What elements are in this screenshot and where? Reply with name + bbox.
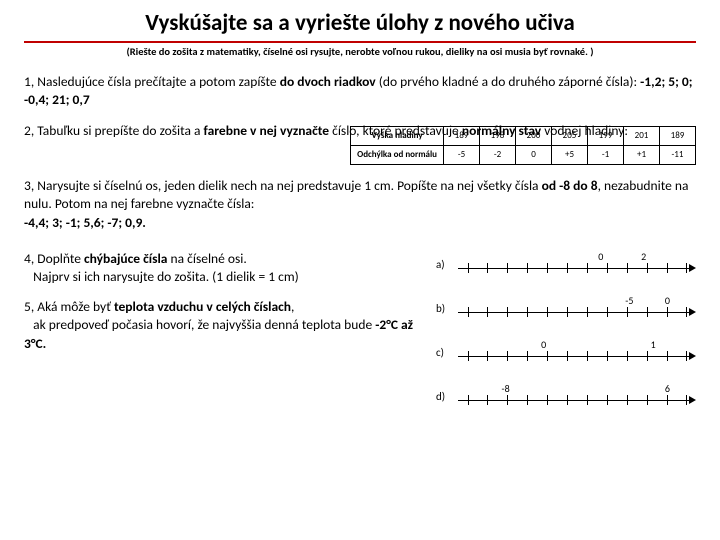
cell: 0 — [516, 146, 552, 165]
t3-a: 3, Narysujte si číselnú os, jeden dielik… — [24, 177, 542, 194]
t1-a: 1, Nasledujúce čísla prečítajte a potom … — [24, 73, 280, 90]
axis-d: d) -86 — [436, 376, 696, 420]
cell: -1 — [588, 146, 624, 165]
t5-c: , — [291, 298, 294, 315]
cell: 189 — [660, 126, 696, 145]
t4-b: chýbajúce čísla — [84, 250, 167, 267]
t2-a: 2, Tabuľku si prepíšte do zošita a — [24, 122, 204, 139]
t5-a: 5, Aká môže byť — [24, 298, 114, 315]
axis-c: c) 01 — [436, 332, 696, 376]
t2-b: farebne v nej vyznačte — [204, 122, 330, 139]
page-title: Vyskúšajte sa a vyriešte úlohy z nového … — [24, 8, 696, 43]
axis-label: d) — [436, 390, 452, 405]
axis-label: c) — [436, 346, 452, 361]
t3-b: od -8 do 8 — [542, 177, 598, 194]
cell: 201 — [624, 126, 660, 145]
t4-d: Najprv si ich narysujte do zošita. (1 di… — [33, 268, 299, 285]
cell: +5 — [552, 146, 588, 165]
cell: +1 — [624, 146, 660, 165]
t5-b: teplota vzduchu v celých číslach — [114, 298, 291, 315]
row2-header: Odchýlka od normálu — [351, 146, 444, 165]
axis-a: a) 02 — [436, 244, 696, 288]
task-2: 2, Tabuľku si prepíšte do zošita a fareb… — [24, 122, 696, 166]
t5-d: ak predpoveď počasia hovorí, že najvyšši… — [33, 316, 375, 333]
t2-d: normálny stav — [462, 122, 541, 139]
task-5: 5, Aká môže byť teplota vzduchu v celých… — [24, 298, 424, 353]
axis-label: b) — [436, 302, 452, 317]
t4-c: na číselné osi. — [167, 250, 246, 267]
task-3: 3, Narysujte si číselnú os, jeden dielik… — [24, 177, 696, 232]
t2-e: vodnej hladiny: — [541, 122, 628, 139]
t3-d: -4,4; 3; -1; 5,6; -7; 0,9. — [24, 214, 146, 231]
cell: -5 — [444, 146, 480, 165]
axis-b: b) -50 — [436, 288, 696, 332]
task-4: 4, Doplňte chýbajúce čísla na číselné os… — [24, 250, 424, 286]
t2-c: číslo, ktoré predstavuje — [329, 122, 462, 139]
cell: -2 — [480, 146, 516, 165]
page-subtitle: (Riešte do zošita z matematiky, číselné … — [24, 45, 696, 59]
t1-c: (do prvého kladné a do druhého záporné č… — [376, 73, 640, 90]
t1-b: do dvoch riadkov — [280, 73, 376, 90]
cell: -11 — [660, 146, 696, 165]
table-row: Odchýlka od normálu -5 -2 0 +5 -1 +1 -11 — [351, 146, 696, 165]
axis-label: a) — [436, 258, 452, 273]
t4-a: 4, Doplňte — [24, 250, 84, 267]
number-lines: a) 02 b) -50 c) 01 d) -86 — [436, 244, 696, 420]
task-1: 1, Nasledujúce čísla prečítajte a potom … — [24, 73, 696, 109]
